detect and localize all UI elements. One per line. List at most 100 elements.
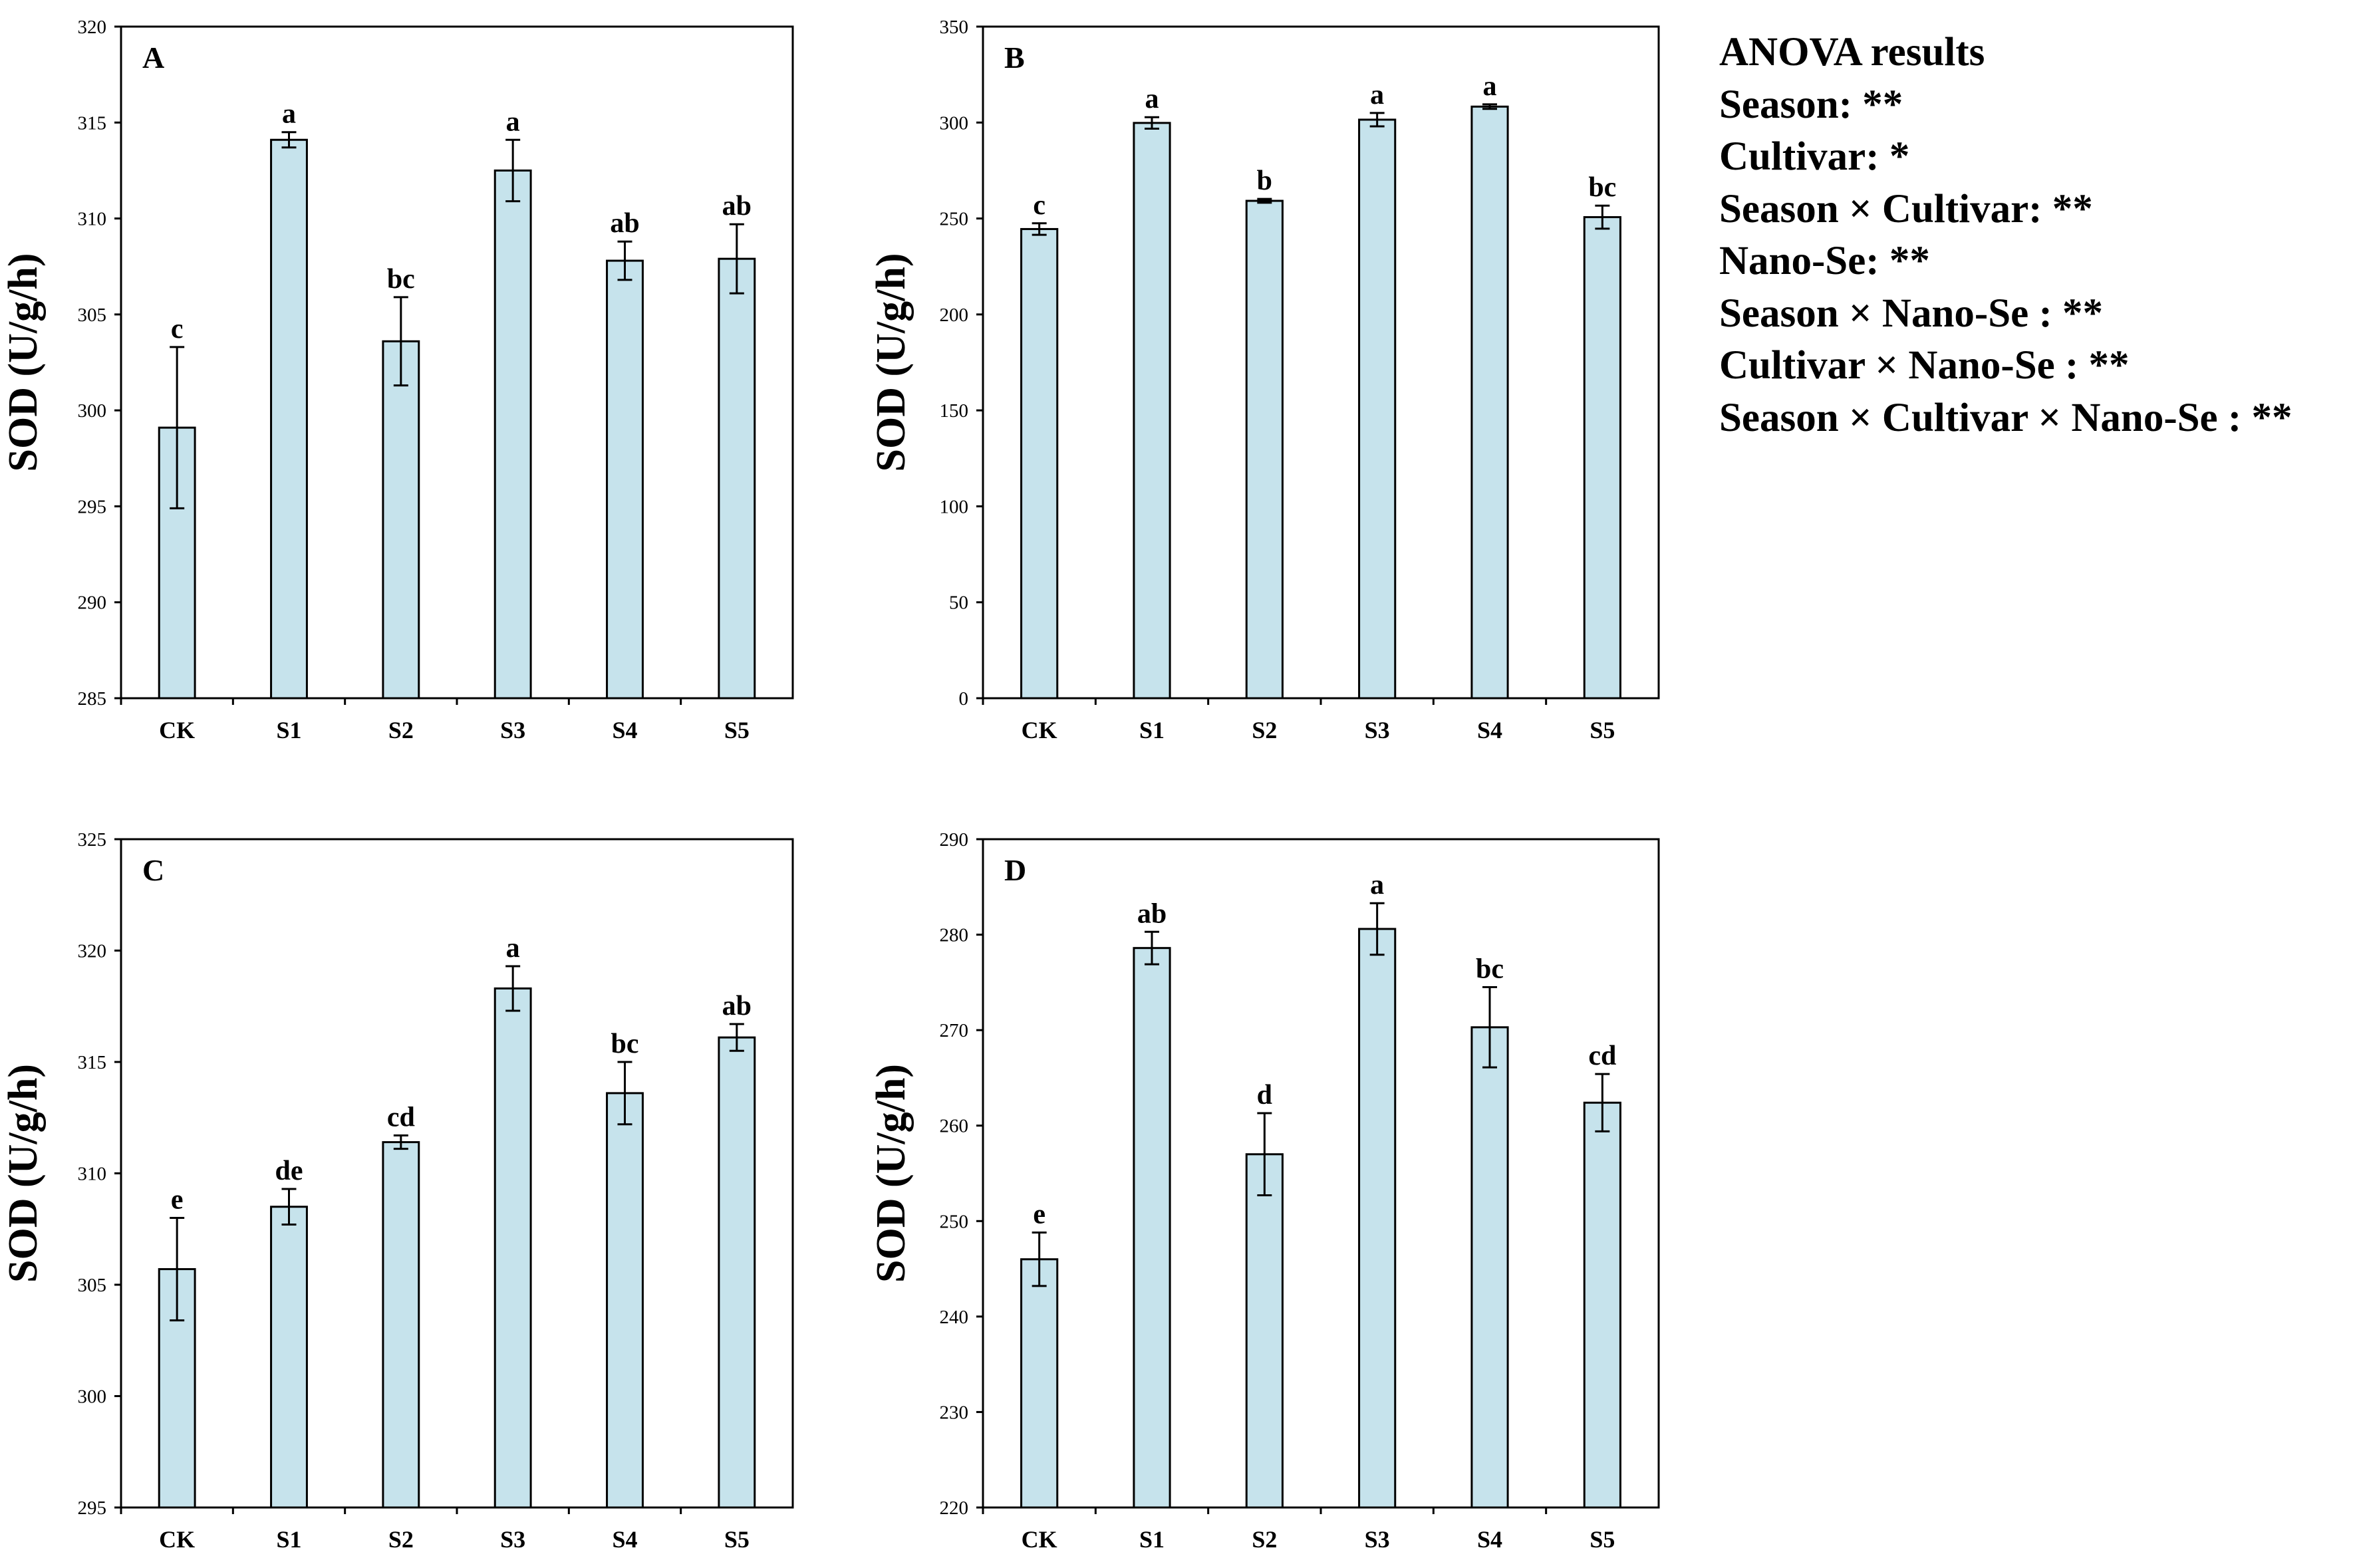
bar-s2 — [1245, 1153, 1284, 1509]
bar-s5 — [1583, 216, 1621, 700]
significance-letter: e — [171, 1185, 184, 1216]
y-tick-label: 290 — [940, 829, 969, 850]
y-tick-label: 300 — [78, 400, 107, 422]
y-tick-label: 305 — [78, 305, 107, 326]
y-tick-label: 280 — [940, 925, 969, 946]
y-tick-label: 290 — [78, 592, 107, 614]
bar-s3 — [1358, 118, 1397, 700]
bar-s1 — [270, 138, 308, 700]
x-tick-label: S5 — [724, 1526, 750, 1553]
x-tick-label: S2 — [388, 1526, 414, 1553]
plot-frame — [120, 25, 794, 700]
anova-title: ANOVA results — [1719, 30, 1985, 74]
anova-cultivar-nano-se: Cultivar × Nano-Se : ** — [1719, 343, 2130, 388]
x-tick-label: S1 — [276, 1526, 301, 1553]
y-tick-label: 285 — [78, 688, 107, 710]
y-tick-label: 260 — [940, 1116, 969, 1137]
y-tick-label: 270 — [940, 1020, 969, 1041]
bar-ck — [158, 426, 196, 700]
significance-letter: cd — [387, 1103, 415, 1133]
significance-letter: a — [1145, 84, 1159, 114]
significance-letter: e — [1033, 1200, 1045, 1230]
y-tick-label: 300 — [78, 1386, 107, 1408]
y-tick-label: 310 — [78, 209, 107, 230]
panel-label: C — [142, 853, 164, 887]
x-tick-label: S5 — [1590, 717, 1615, 743]
significance-letter: d — [1257, 1080, 1272, 1111]
y-tick-label: 150 — [940, 400, 969, 422]
significance-letter: a — [506, 106, 520, 137]
y-tick-label: 295 — [78, 1498, 107, 1519]
y-tick-label: 250 — [940, 1211, 969, 1232]
bar-s1 — [1133, 947, 1171, 1509]
x-tick-label: S3 — [500, 1526, 525, 1553]
significance-letter: ab — [722, 991, 752, 1021]
y-tick-label: 300 — [940, 112, 969, 134]
significance-letter: ab — [610, 208, 639, 239]
significance-letter: ab — [1137, 898, 1167, 929]
x-tick-label: S4 — [612, 717, 637, 743]
significance-letter: bc — [387, 264, 415, 295]
chart-panel-a: 285 290 295 300 305 310 315 320 A SOD (U/g/h) c CK a… — [1, 17, 794, 743]
y-tick-label: 100 — [940, 496, 969, 517]
y-tick-label: 305 — [78, 1275, 107, 1296]
panel-label: B — [1004, 41, 1025, 74]
significance-letter: bc — [1588, 172, 1616, 203]
anova-results: ANOVA results Season: ** Cultivar: * Sea… — [1719, 27, 2292, 444]
y-axis-title: SOD (U/g/h) — [869, 1064, 914, 1283]
anova-nano-se: Nano-Se: ** — [1719, 239, 1930, 283]
y-tick-label: 250 — [940, 209, 969, 230]
x-tick-label: S3 — [1365, 717, 1390, 743]
x-tick-label: S2 — [1252, 1526, 1277, 1553]
y-tick-label: 50 — [949, 592, 968, 614]
significance-letter: de — [275, 1156, 303, 1186]
anova-season-nano-se: Season × Nano-Se : ** — [1719, 291, 2104, 336]
y-tick-label: 0 — [959, 688, 969, 710]
bar-s5 — [718, 1036, 756, 1509]
x-tick-label: S3 — [500, 717, 525, 743]
x-tick-label: CK — [159, 1526, 195, 1553]
bar-s3 — [493, 987, 532, 1509]
bar-s3 — [493, 169, 532, 700]
bar-s4 — [1470, 105, 1509, 700]
chart-panel-b: 0 50 100 150 200 250 300 350 B SOD (U/g/h) c CK a S1 b… — [869, 17, 1660, 743]
bar-s4 — [1470, 1026, 1509, 1509]
bar-s1 — [270, 1206, 308, 1509]
y-tick-label: 200 — [940, 305, 969, 326]
anova-three-way: Season × Cultivar × Nano-Se : ** — [1719, 395, 2292, 440]
panel-label: A — [142, 41, 164, 74]
anova-season: Season: ** — [1719, 82, 1903, 127]
y-tick-label: 230 — [940, 1402, 969, 1423]
y-axis-title: SOD (U/g/h) — [1, 1064, 46, 1283]
significance-letter: a — [1483, 71, 1497, 102]
y-tick-label: 315 — [78, 112, 107, 134]
bar-s4 — [606, 1092, 644, 1509]
x-tick-label: S4 — [1477, 717, 1502, 743]
significance-letter: bc — [611, 1029, 639, 1059]
bar-s5 — [718, 257, 756, 700]
y-tick-label: 310 — [78, 1164, 107, 1185]
significance-letter: cd — [1588, 1041, 1616, 1071]
chart-panel-c: 295 300 305 310 315 320 325 C SOD (U/g/h) e CK de S1… — [1, 829, 794, 1553]
significance-letter: a — [1370, 80, 1384, 110]
panel-label: D — [1004, 853, 1026, 887]
y-tick-label: 240 — [940, 1307, 969, 1328]
y-tick-label: 220 — [940, 1498, 969, 1519]
y-tick-label: 325 — [78, 829, 107, 850]
bar-ck — [1020, 1258, 1059, 1509]
x-tick-label: CK — [159, 717, 195, 743]
bar-ck — [1020, 227, 1059, 700]
x-tick-label: S3 — [1365, 1526, 1390, 1553]
x-tick-label: S5 — [724, 717, 750, 743]
x-tick-label: S2 — [1252, 717, 1277, 743]
bar-s2 — [382, 1141, 420, 1509]
y-axis-title: SOD (U/g/h) — [869, 253, 914, 472]
bar-s1 — [1133, 122, 1171, 700]
significance-letter: c — [1033, 190, 1045, 221]
significance-letter: ab — [722, 191, 752, 221]
bar-s5 — [1583, 1101, 1621, 1509]
anova-cultivar: Cultivar: * — [1719, 134, 1910, 179]
significance-letter: b — [1257, 166, 1272, 196]
x-tick-label: S1 — [1139, 717, 1165, 743]
